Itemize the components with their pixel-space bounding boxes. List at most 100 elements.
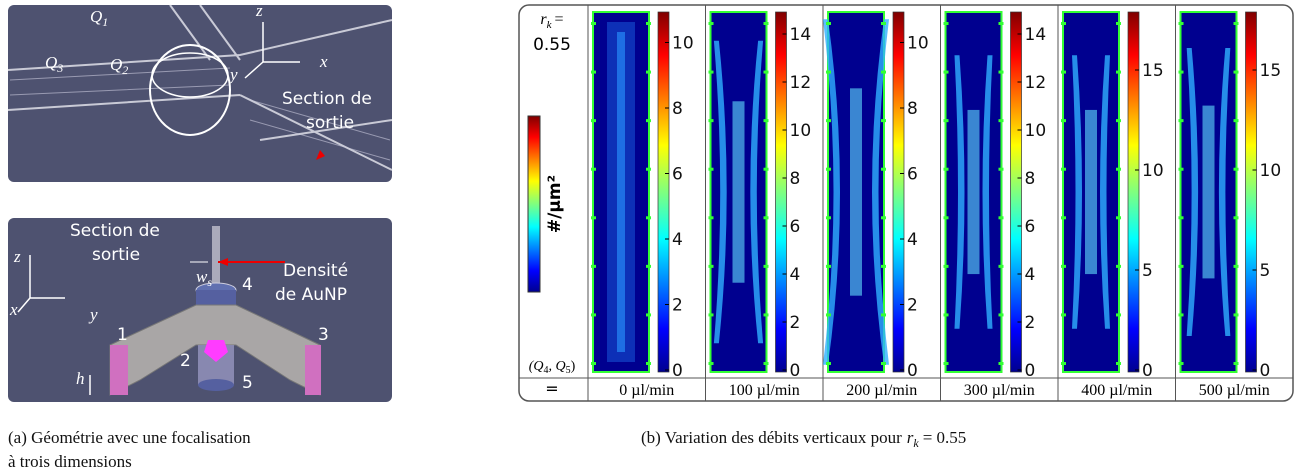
flow-label: 200 µl/min — [846, 382, 917, 399]
colorbar-tick-label: 8 — [790, 169, 801, 189]
marker — [708, 70, 714, 74]
colorbar-tick-label: 10 — [1260, 161, 1282, 181]
marker — [1178, 313, 1184, 317]
colorbar — [892, 11, 905, 373]
marker — [591, 70, 596, 74]
h-label: h — [76, 369, 85, 388]
marker — [881, 167, 886, 171]
marker — [763, 216, 769, 220]
marker — [1233, 167, 1239, 171]
marker — [826, 119, 831, 123]
colorbar-tick-label: 4 — [672, 230, 683, 250]
marker — [1233, 22, 1239, 25]
marker — [881, 22, 886, 25]
marker — [998, 22, 1004, 25]
colorbar-tick-label: 8 — [672, 99, 683, 119]
marker — [881, 70, 886, 74]
colorbar-tick-label: 12 — [790, 73, 812, 93]
q1: Q1 — [90, 7, 108, 29]
rk-label: rk = — [540, 11, 563, 31]
stream — [1186, 48, 1199, 336]
marker — [943, 264, 949, 268]
flow-label: 100 µl/min — [729, 382, 800, 399]
colorbar-tick-label: 10 — [1142, 161, 1164, 181]
marker — [646, 264, 651, 268]
marker — [1178, 216, 1184, 220]
marker — [646, 119, 651, 123]
colorbar-tick-label: 15 — [1142, 61, 1164, 81]
colorbar — [657, 11, 670, 373]
marker — [646, 362, 651, 365]
marker — [708, 362, 714, 365]
marker — [763, 264, 769, 268]
q-eq: = — [545, 379, 558, 398]
colorbar — [1245, 11, 1257, 373]
marker — [646, 216, 651, 220]
marker — [998, 362, 1004, 365]
marker — [1233, 119, 1239, 123]
marker — [943, 167, 949, 171]
axis-y: y — [88, 305, 98, 324]
q-label: (Q4, Q5) — [529, 359, 576, 376]
colorbar — [1127, 11, 1140, 373]
marker — [826, 313, 831, 317]
marker — [1178, 264, 1184, 268]
colorbar-tick-label: 2 — [907, 296, 918, 316]
section-label: sortie — [92, 245, 140, 265]
stream-core — [1085, 109, 1097, 275]
colorbar-tick-label: 8 — [907, 99, 918, 119]
marker — [591, 216, 596, 220]
stream — [982, 55, 993, 329]
colorbar-tick-label: 12 — [1025, 73, 1047, 93]
colorbar-tick-label: 14 — [1025, 25, 1047, 45]
colorbar-tick-label: 2 — [672, 296, 683, 316]
colorbar-tick-label: 10 — [907, 34, 929, 54]
colorbar-tick-label: 0 — [1025, 361, 1036, 381]
ws: ws — [196, 267, 212, 289]
marker — [1061, 362, 1066, 365]
marker — [1116, 264, 1121, 268]
marker — [826, 22, 831, 25]
geometry-bottom: Section de sortie z x y ws Densité de Au… — [8, 218, 392, 402]
marker — [646, 313, 651, 317]
stream-core — [850, 88, 862, 296]
marker — [591, 313, 596, 317]
marker — [943, 70, 949, 74]
marker — [591, 119, 596, 123]
marker — [998, 70, 1004, 74]
colorbar-tick-label: 6 — [1025, 217, 1036, 237]
colorbar-tick-label: 0 — [1142, 361, 1153, 381]
colorbar-tick-label: 4 — [1025, 265, 1036, 285]
colorbar-tick-label: 0 — [672, 361, 683, 381]
stream-core — [1202, 105, 1215, 279]
stream-core — [732, 101, 745, 283]
marker — [1233, 313, 1239, 317]
marker — [1061, 264, 1066, 268]
marker — [1061, 167, 1066, 171]
marker — [943, 119, 949, 123]
colorbar — [775, 11, 787, 373]
colorbar-tick-label: 14 — [790, 25, 812, 45]
q2: Q2 — [110, 55, 128, 77]
flow-label: 500 µl/min — [1199, 382, 1270, 399]
marker — [1061, 119, 1066, 123]
stream — [713, 40, 727, 344]
marker — [708, 119, 714, 123]
marker — [826, 264, 831, 268]
marker — [943, 362, 949, 365]
stream — [954, 55, 965, 329]
flow-label: 0 µl/min — [619, 382, 674, 399]
marker — [1233, 216, 1239, 220]
rk-value: 0.55 — [533, 35, 571, 55]
colorbar-tick-label: 4 — [907, 230, 918, 250]
marker — [1116, 362, 1121, 365]
marker — [646, 22, 651, 25]
stream-core — [967, 109, 980, 275]
marker — [998, 119, 1004, 123]
colorbar — [1010, 11, 1022, 373]
colorbar-tick-label: 8 — [1025, 169, 1036, 189]
port-number: 5 — [242, 373, 253, 393]
port-number: 3 — [318, 325, 329, 345]
marker — [943, 22, 949, 25]
